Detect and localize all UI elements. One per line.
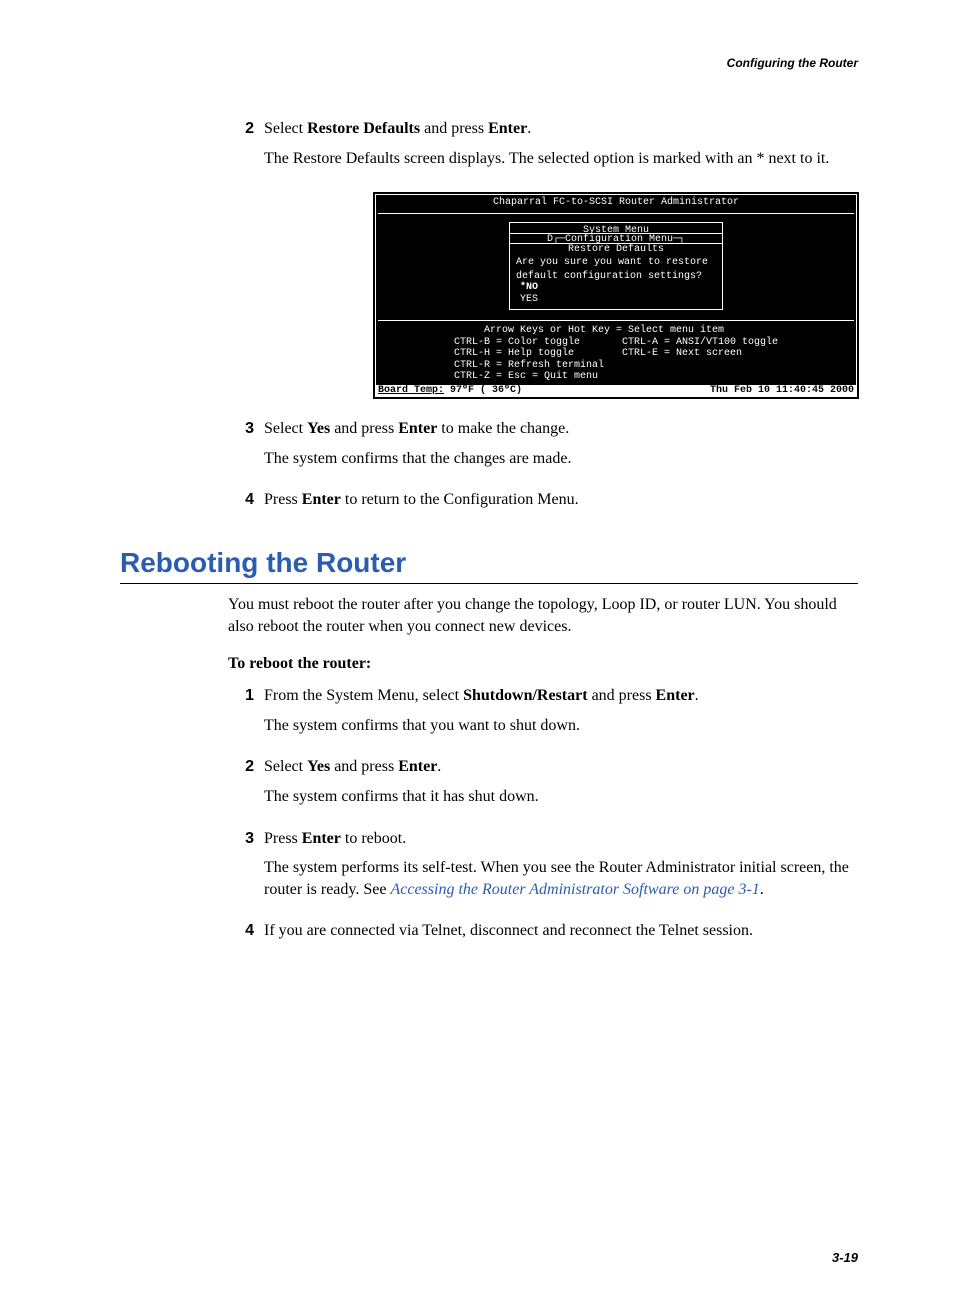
text: Press [264,491,302,508]
step-number: 4 [228,491,254,509]
reboot-step-3: 3 Press Enter to reboot. The system perf… [228,828,858,909]
reboot-step-1: 1 From the System Menu, select Shutdown/… [228,685,858,744]
step-number: 1 [228,687,254,705]
text: and press [330,758,398,775]
intro-paragraph: You must reboot the router after you cha… [228,594,858,637]
text-bold: Enter [656,687,695,704]
menu-layer-3: Restore Defaults [510,243,722,256]
text-bold: Enter [302,830,341,847]
step-2: 2 Select Restore Defaults and press Ente… [228,118,858,177]
step-text: If you are connected via Telnet, disconn… [264,920,858,942]
dialog-option-yes: YES [520,294,716,306]
dialog-option-no: *NO [520,282,716,294]
section-heading: Rebooting the Router [120,547,858,584]
status-temp-label: Board Temp: [378,385,444,396]
procedure-subheading: To reboot the router: [228,655,858,673]
step-follow: The Restore Defaults screen displays. Th… [264,148,858,170]
text: to make the change. [437,420,569,437]
dialog-question-line2: default configuration settings? [516,271,716,283]
step-4: 4 Press Enter to return to the Configura… [228,489,858,519]
text: Press [264,830,302,847]
terminal-status-bar: Board Temp: 97ºF ( 36ºC) Thu Feb 10 11:4… [376,385,856,397]
text: and press [330,420,398,437]
reboot-step-4: 4 If you are connected via Telnet, disco… [228,920,858,950]
reboot-step-2: 2 Select Yes and press Enter. The system… [228,756,858,815]
text: to reboot. [341,830,406,847]
text: . [437,758,441,775]
terminal-dialog: System Menu D┌─Configuration Menu─┐ Rest… [509,222,723,311]
running-header: Configuring the Router [120,56,858,70]
text: and press [420,120,488,137]
cross-reference-link[interactable]: Accessing the Router Administrator Softw… [390,881,759,898]
text: to return to the Configuration Menu. [341,491,579,508]
status-temp-value: 97ºF ( 36ºC) [444,385,522,396]
text: . [760,881,764,898]
step-follow: The system confirms that you want to shu… [264,715,858,737]
text-bold: Enter [488,120,527,137]
text: Select [264,120,307,137]
terminal-title: Chaparral FC-to-SCSI Router Administrato… [378,197,854,214]
text-bold: Enter [398,758,437,775]
dialog-question-line1: Are you sure you want to restore [516,257,716,269]
terminal-screenshot: Chaparral FC-to-SCSI Router Administrato… [372,191,860,400]
status-datetime: Thu Feb 10 11:40:45 2000 [710,385,854,397]
text: Select [264,420,307,437]
step-number: 4 [228,922,254,940]
text-bold: Enter [302,491,341,508]
step-number: 3 [228,420,254,438]
terminal-help-text: Arrow Keys or Hot Key = Select menu item… [454,325,778,383]
text: and press [588,687,656,704]
text-bold: Enter [398,420,437,437]
steps-reboot: 1 From the System Menu, select Shutdown/… [228,685,858,950]
text: . [527,120,531,137]
step-follow: The system confirms that the changes are… [264,448,858,470]
terminal-help: Arrow Keys or Hot Key = Select menu item… [378,320,854,385]
section-intro: You must reboot the router after you cha… [228,594,858,637]
page-number: 3-19 [120,1250,858,1265]
step-follow: The system confirms that it has shut dow… [264,786,858,808]
step-number: 2 [228,758,254,776]
text-bold: Shutdown/Restart [463,687,587,704]
text-bold: Yes [307,758,330,775]
text-bold: Yes [307,420,330,437]
step-3: 3 Select Yes and press Enter to make the… [228,418,858,477]
text: Select [264,758,307,775]
step-number: 2 [228,120,254,138]
text: From the System Menu, select [264,687,463,704]
steps-restore-defaults: 2 Select Restore Defaults and press Ente… [228,118,858,519]
text: . [695,687,699,704]
text-bold: Restore Defaults [307,120,420,137]
step-number: 3 [228,830,254,848]
